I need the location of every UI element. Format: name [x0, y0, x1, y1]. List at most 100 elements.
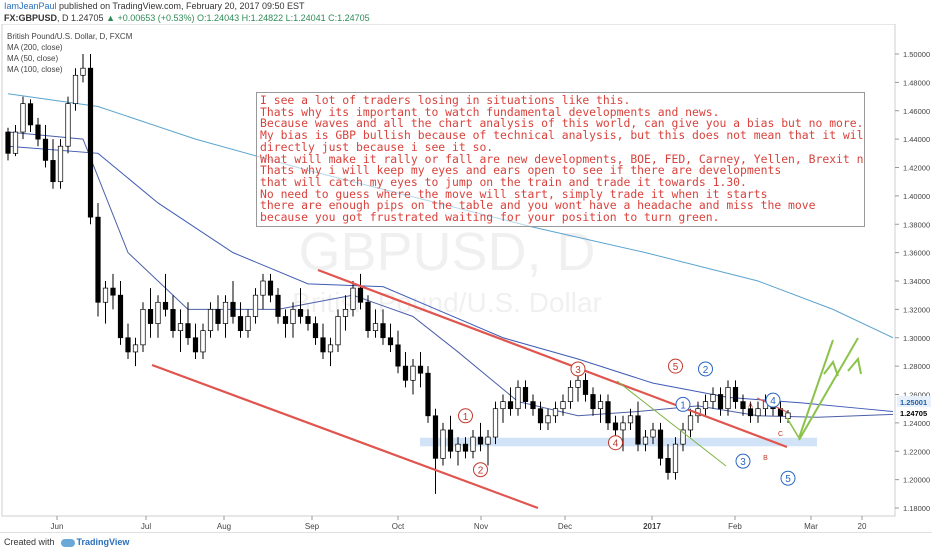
- candle-body: [170, 309, 176, 332]
- candle-body: [650, 429, 656, 438]
- y-tick-label: 1.20000: [903, 476, 930, 485]
- candle-body: [267, 280, 274, 296]
- candle-body: [275, 294, 281, 317]
- published-text: published on TradingView.com, February 2…: [56, 1, 305, 11]
- publish-info-bar: IamJeanPaul published on TradingView.com…: [0, 0, 932, 12]
- candle-body: [740, 401, 746, 410]
- candle-body: [582, 379, 589, 395]
- candle-body: [672, 443, 679, 473]
- candle-body: [425, 372, 431, 417]
- wave-label-circle: [675, 396, 691, 412]
- symbol-info-bar: FX:GBPUSD, D 1.24705 ▲ +0.00653 (+0.53%)…: [0, 12, 932, 24]
- wave-label-red-1: 1: [463, 412, 469, 423]
- candle-body: [372, 323, 379, 332]
- y-tick-label: 1.26000: [903, 391, 930, 400]
- candle-body: [12, 131, 19, 154]
- price-tag-last: 1.24705: [900, 409, 927, 418]
- candle-body: [357, 287, 364, 303]
- y-tick-label: 1.22000: [903, 447, 930, 456]
- candle-body: [297, 309, 304, 317]
- candle-body: [237, 316, 244, 332]
- wave-label-circle: [765, 392, 781, 408]
- wave-label-red-5: 5: [673, 362, 679, 373]
- symbol-name: FX:GBPUSD: [4, 13, 58, 23]
- wave-label-circle: [668, 358, 683, 374]
- price-change: ▲ +0.00653 (+0.53%): [103, 13, 198, 23]
- candle-body: [537, 408, 544, 424]
- legend-title: British Pound/U.S. Dollar, D, FXCM: [7, 32, 133, 41]
- candle-body: [305, 316, 311, 324]
- candle-body: [620, 422, 626, 431]
- tradingview-brand[interactable]: TradingView: [76, 537, 130, 547]
- candle-body: [335, 316, 341, 346]
- channel-upper-line: [317, 268, 788, 449]
- x-tick-label: Sep: [305, 522, 320, 531]
- candle-body: [657, 429, 664, 459]
- candle-body: [185, 323, 191, 339]
- candle-body: [515, 387, 521, 410]
- candle-body: [732, 387, 739, 402]
- wave-label-circle: [570, 361, 586, 377]
- candle-body: [342, 309, 349, 317]
- wave-label-a: A: [748, 402, 753, 409]
- wave-label-blue-1: 1: [680, 400, 686, 411]
- x-tick-label: Nov: [474, 522, 488, 531]
- candle-body: [215, 309, 221, 324]
- tradingview-logo-icon: [60, 538, 75, 547]
- candle-body: [507, 401, 514, 410]
- candle-body: [642, 436, 649, 445]
- candle-body: [725, 387, 731, 410]
- analysis-note-line: because you got frustrated waiting for y…: [260, 210, 720, 225]
- price-tag-last-bg: [897, 406, 931, 419]
- candle-body: [162, 301, 169, 310]
- candle-body: [417, 365, 424, 374]
- footer-bar: Created with TradingView: [0, 532, 932, 550]
- x-tick-label: Jul: [141, 522, 151, 531]
- legend-ma100: MA (100, close): [7, 65, 63, 74]
- candle-body: [605, 401, 611, 424]
- projection-arrow-up-1: [798, 339, 834, 439]
- candle-body: [65, 103, 71, 147]
- candle-body: [42, 138, 49, 161]
- candle-body: [455, 443, 461, 452]
- candle-body: [440, 429, 446, 459]
- watermark-symbol: GBPUSD, D: [298, 222, 595, 282]
- candle-body: [87, 67, 94, 218]
- analysis-note-line: Because waves and all the chart analysis…: [260, 116, 864, 131]
- candle-body: [125, 337, 131, 353]
- watermark-description: British Pound/U.S. Dollar: [292, 287, 602, 318]
- wave-label-circle: [780, 470, 796, 486]
- candle-body: [27, 103, 34, 126]
- candle-body: [95, 216, 101, 303]
- candle-body: [320, 337, 326, 353]
- candle-body: [312, 323, 319, 339]
- candle-body: [290, 309, 296, 324]
- candle-body: [597, 401, 604, 410]
- candle-body: [387, 337, 394, 346]
- author-link[interactable]: IamJeanPaul: [4, 1, 57, 11]
- wave-label-circle: [735, 453, 751, 469]
- y-tick-label: 1.28000: [903, 362, 930, 371]
- candle-body: [680, 429, 686, 445]
- candle-body: [102, 287, 109, 303]
- legend-ma200: MA (200, close): [7, 43, 63, 52]
- candle-body: [552, 408, 559, 417]
- candle-body: [177, 323, 184, 332]
- y-tick-label: 1.38000: [903, 220, 930, 229]
- ma100-line: [7, 145, 894, 413]
- arrow-head-2: [847, 356, 862, 375]
- candle-body: [687, 415, 694, 431]
- analysis-note-line: that will catch my eyes to jump on the t…: [260, 174, 747, 189]
- chart-legend: British Pound/U.S. Dollar, D, FXCM MA (2…: [7, 31, 132, 75]
- y-tick-label: 1.50000: [903, 50, 930, 59]
- candle-body: [410, 365, 416, 381]
- candle-body: [402, 365, 409, 381]
- ohlc-values: O:1.24043 H:1.24822 L:1.24041 C:1.24705: [197, 13, 370, 23]
- candle-body: [5, 131, 11, 154]
- x-tick-label: Aug: [217, 522, 231, 531]
- y-tick-label: 1.30000: [903, 334, 930, 343]
- wave-label-red-4: 4: [613, 439, 619, 450]
- candle-body: [747, 408, 754, 417]
- candle-body: [545, 415, 551, 424]
- wave-c-trendline: [616, 380, 727, 467]
